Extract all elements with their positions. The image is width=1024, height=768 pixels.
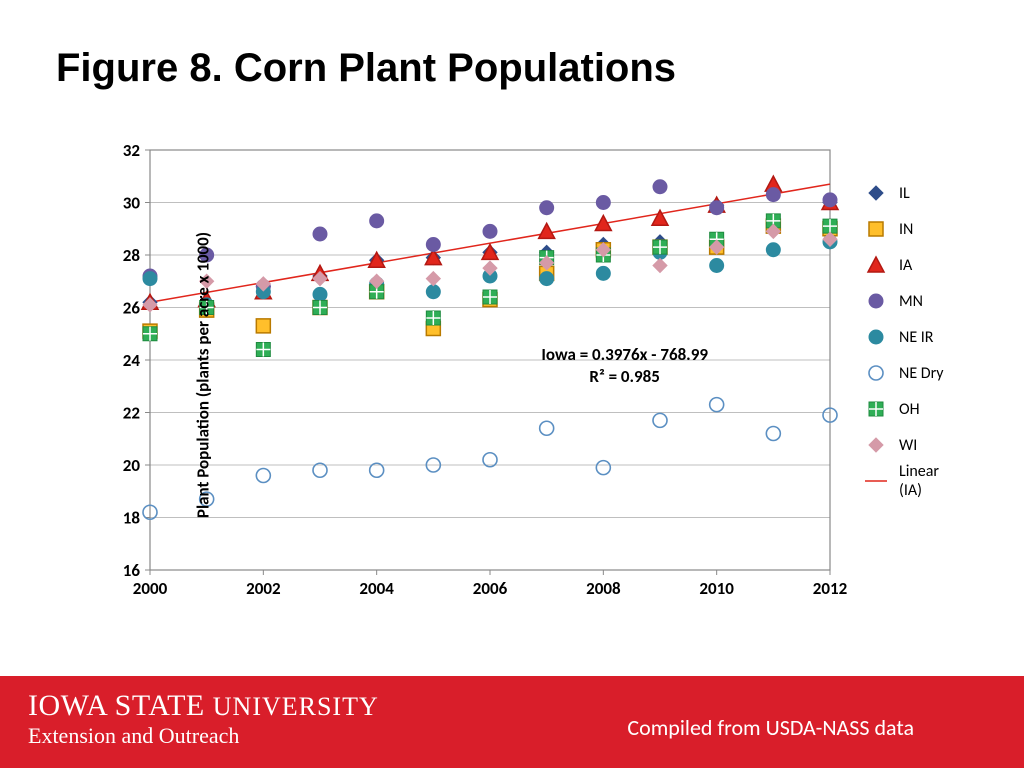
svg-text:26: 26	[123, 298, 141, 319]
extension-outreach: Extension and Outreach	[28, 724, 379, 747]
legend-label: IL	[899, 184, 910, 203]
legend-swatch	[865, 326, 887, 348]
trend-equation: Iowa = 0.3976x - 768.99 R² = 0.985	[515, 344, 735, 387]
svg-text:2002: 2002	[246, 578, 281, 599]
svg-text:2010: 2010	[699, 578, 734, 599]
legend-swatch	[865, 398, 887, 420]
legend-item: Linear (IA)	[865, 463, 950, 499]
legend-label: MN	[899, 292, 923, 311]
legend-swatch	[865, 218, 887, 240]
legend-label: NE Dry	[899, 364, 944, 383]
y-axis-label: Plant Population (plants per acre x 1000…	[193, 232, 214, 518]
equation-line: Iowa = 0.3976x - 768.99	[515, 344, 735, 365]
svg-text:32: 32	[123, 140, 141, 161]
svg-text:30: 30	[123, 193, 141, 214]
svg-text:2004: 2004	[359, 578, 394, 599]
legend-label: OH	[899, 400, 920, 419]
legend-item: MN	[865, 283, 950, 319]
legend-label: WI	[899, 436, 917, 455]
legend-swatch	[865, 434, 887, 456]
legend-item: NE IR	[865, 319, 950, 355]
svg-text:2012: 2012	[813, 578, 848, 599]
svg-text:28: 28	[123, 245, 141, 266]
legend-swatch	[865, 182, 887, 204]
legend-swatch	[865, 362, 887, 384]
university-name: IOWA STATE UNIVERSITY	[28, 690, 379, 722]
svg-text:2008: 2008	[586, 578, 621, 599]
legend-item: WI	[865, 427, 950, 463]
svg-text:22: 22	[123, 403, 141, 424]
legend-item: IN	[865, 211, 950, 247]
chart-legend: IL IN IA MN NE IR NE Dry OH WI Linear (IA)	[865, 175, 950, 499]
chart-container: Plant Population (plants per acre x 1000…	[70, 140, 950, 610]
legend-label: IA	[899, 256, 912, 275]
data-source: Compiled from USDA-NASS data	[627, 714, 914, 741]
footer-bar: IOWA STATE UNIVERSITY Extension and Outr…	[0, 676, 1024, 768]
legend-item: IL	[865, 175, 950, 211]
legend-label: IN	[899, 220, 913, 239]
legend-item: OH	[865, 391, 950, 427]
legend-label: NE IR	[899, 328, 933, 347]
r-squared-line: R² = 0.985	[515, 366, 735, 387]
legend-item: IA	[865, 247, 950, 283]
slide-title: Figure 8. Corn Plant Populations	[56, 46, 676, 91]
legend-label: Linear (IA)	[899, 462, 950, 500]
svg-text:2006: 2006	[473, 578, 508, 599]
svg-text:18: 18	[123, 508, 141, 529]
svg-text:2000: 2000	[133, 578, 168, 599]
legend-swatch	[865, 254, 887, 276]
legend-item: NE Dry	[865, 355, 950, 391]
legend-swatch	[865, 290, 887, 312]
svg-text:24: 24	[123, 350, 141, 371]
legend-swatch	[865, 470, 887, 492]
footer-branding: IOWA STATE UNIVERSITY Extension and Outr…	[28, 690, 379, 747]
svg-text:20: 20	[123, 455, 141, 476]
